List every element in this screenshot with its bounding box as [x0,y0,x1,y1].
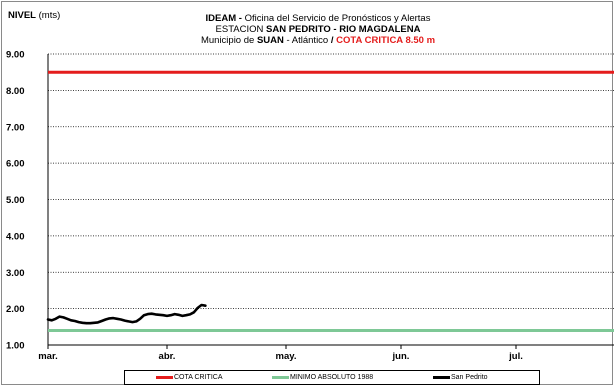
y-tick-label: 2.00 [6,304,25,315]
x-tick-label: abr. [159,351,176,362]
title-office: Oficina del Servicio de Pronósticos y Al… [241,13,431,24]
legend-swatch-cota-critica [156,376,173,379]
legend-item-cota-critica: COTA CRITICA [156,374,222,381]
title-separator: / [330,35,337,46]
title-municipio-prefix: Municipio de [200,35,257,46]
x-tick-label: jul. [508,351,523,362]
title-station-prefix: ESTACION [215,24,267,35]
y-tick-label: 9.00 [6,50,25,61]
title-line-1: IDEAM - Oficina del Servicio de Pronósti… [168,13,468,24]
title-line-2: ESTACION SAN PEDRITO - RIO MAGDALENA [168,24,468,35]
y-axis-label: NIVEL (mts) [8,10,60,21]
title-cota-critica: COTA CRITICA 8.50 m [336,35,436,46]
legend-swatch-san-pedrito [433,376,450,379]
title-municipio: SUAN [256,35,284,46]
title-line-3: Municipio de SUAN - Atlántico / COTA CRI… [168,35,468,46]
y-tick-label: 5.00 [6,195,25,206]
title-station: SAN PEDRITO - RIO MAGDALENA [266,24,421,35]
y-tick-label: 6.00 [6,159,25,170]
y-tick-label: 7.00 [6,122,25,133]
legend-label-cota-critica: COTA CRITICA [174,374,223,381]
y-tick-label: 4.00 [6,231,25,242]
x-tick-label: jun. [392,351,410,362]
legend-label-san-pedrito: San Pedrito [451,374,488,381]
y-axis-label-unit: (mts) [35,10,61,21]
y-tick-label: 1.00 [6,341,25,352]
san-pedrito-series-line [46,303,207,325]
y-tick-label: 8.00 [6,86,25,97]
legend-label-minimo-absoluto: MINIMO ABSOLUTO 1988 [290,374,374,381]
y-axis-label-name: NIVEL [8,10,36,21]
x-tick-label: mar. [38,351,58,362]
legend-swatch-minimo-absoluto [272,376,289,379]
x-tick-label: may. [276,351,297,362]
title-department: - Atlántico [283,35,331,46]
legend-item-san-pedrito: San Pedrito [433,374,488,381]
legend: COTA CRITICA MINIMO ABSOLUTO 1988 San Pe… [124,370,540,385]
y-tick-label: 3.00 [6,268,25,279]
title-org: IDEAM - [205,13,242,24]
legend-item-minimo-absoluto: MINIMO ABSOLUTO 1988 [272,374,373,381]
